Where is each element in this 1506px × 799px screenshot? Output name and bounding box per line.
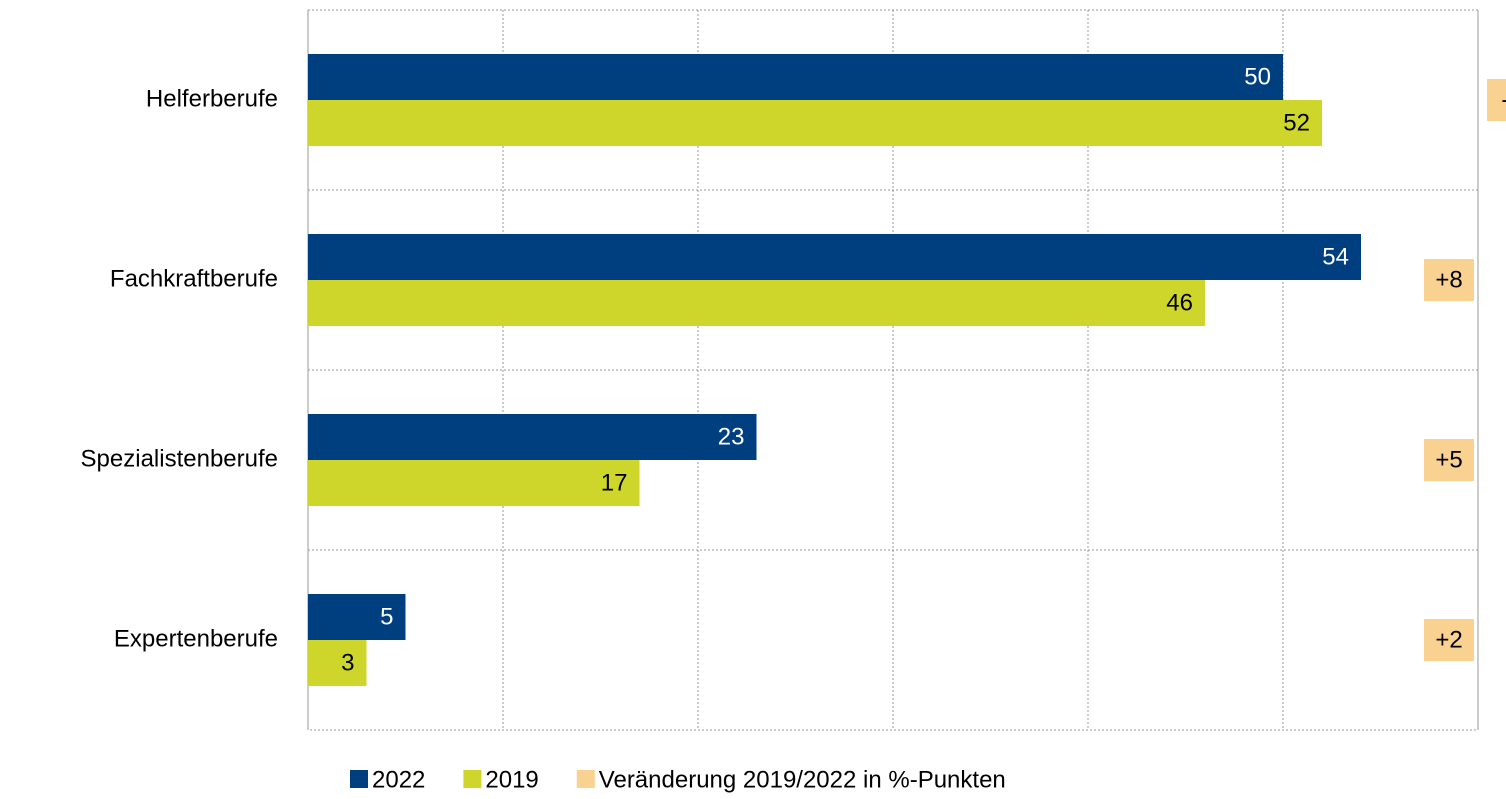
bar <box>308 100 1322 146</box>
change-box <box>1424 619 1474 661</box>
change-box <box>1424 259 1474 301</box>
legend-swatch <box>576 770 595 788</box>
legend-label: 2019 <box>485 766 538 793</box>
change-label: +2 <box>1435 626 1462 653</box>
bar <box>308 54 1283 100</box>
data-label: 54 <box>1322 243 1349 270</box>
bar <box>308 594 406 640</box>
data-label: 5 <box>380 603 393 630</box>
y-tick-label: Expertenberufe <box>114 625 278 652</box>
data-label: 17 <box>601 469 628 496</box>
legend-label: Veränderung 2019/2022 in %-Punkten <box>599 766 1006 793</box>
data-label: 50 <box>1244 63 1271 90</box>
bar <box>308 234 1361 280</box>
change-box <box>1487 79 1506 121</box>
change-label: -2 <box>1501 86 1506 113</box>
y-tick-label: Spezialistenberufe <box>81 445 278 472</box>
legend-label: 2022 <box>372 766 425 793</box>
change-box <box>1424 439 1474 481</box>
legend-swatch <box>463 770 482 788</box>
data-label: 23 <box>718 423 745 450</box>
change-label: +8 <box>1435 266 1462 293</box>
bar <box>308 414 757 460</box>
bar <box>308 280 1205 326</box>
y-tick-label: Helferberufe <box>146 85 278 112</box>
data-label: 46 <box>1166 289 1193 316</box>
change-label: +5 <box>1435 446 1462 473</box>
bar <box>308 640 367 686</box>
legend-swatch <box>350 770 368 788</box>
data-label: 3 <box>341 649 354 676</box>
y-tick-label: Fachkraftberufe <box>110 265 278 292</box>
data-label: 52 <box>1283 109 1310 136</box>
bar <box>308 460 640 506</box>
